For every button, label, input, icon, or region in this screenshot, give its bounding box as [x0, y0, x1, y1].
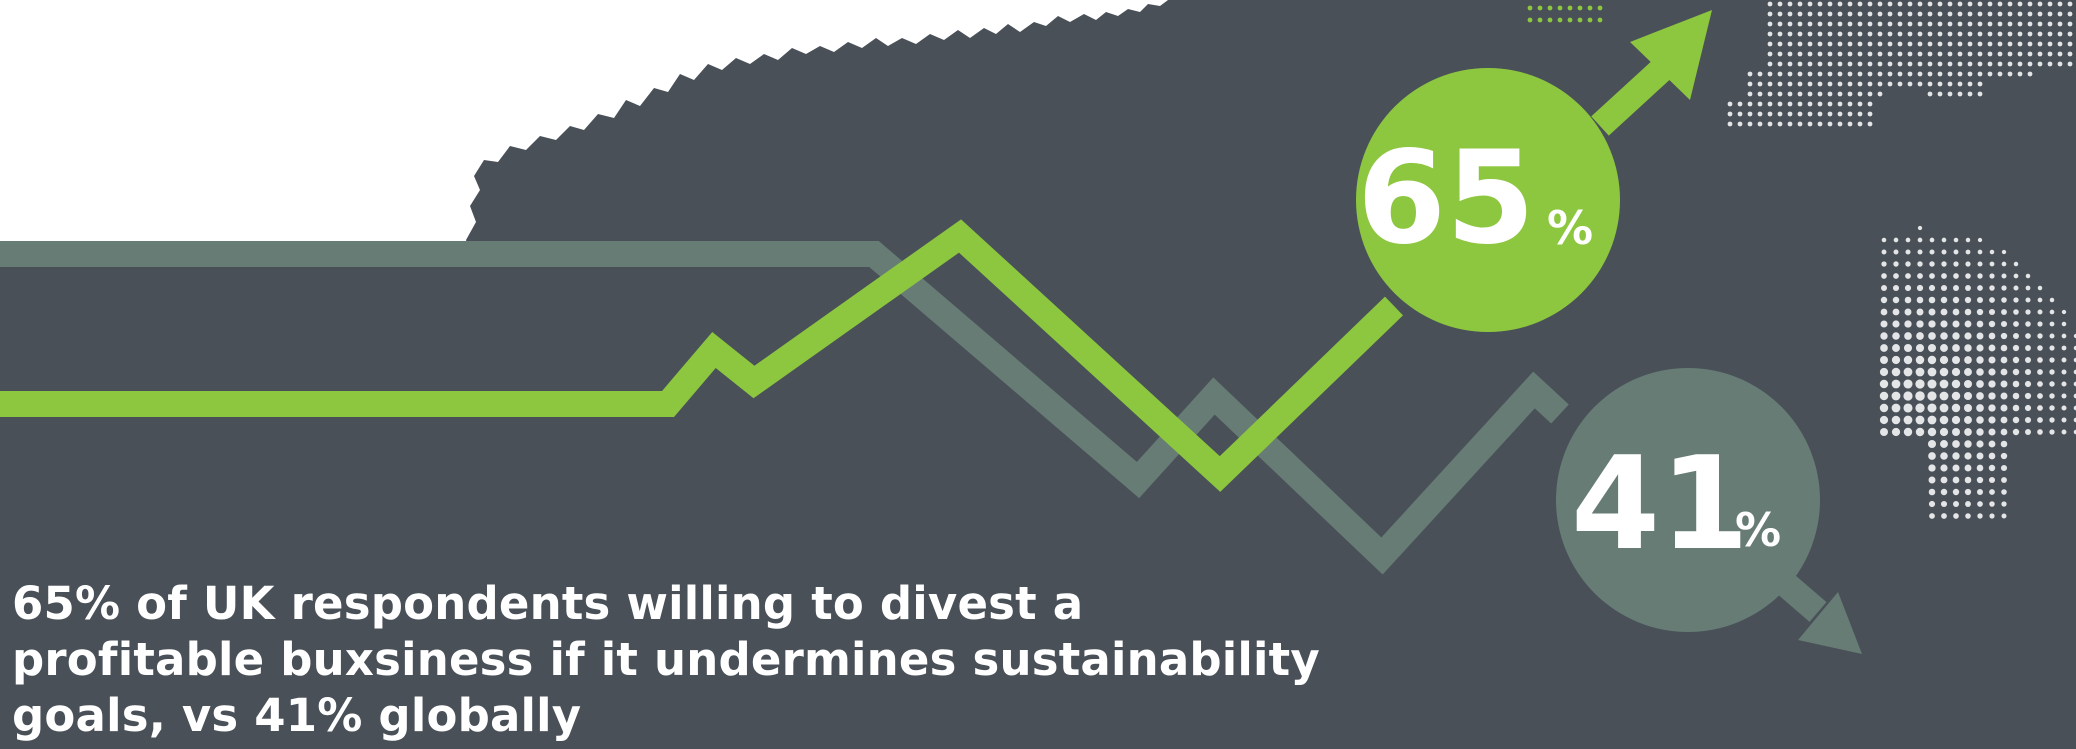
uk-stat-number: 65	[1357, 124, 1535, 273]
global-stat-unit: %	[1735, 503, 1781, 557]
globe-dots-icon	[1879, 225, 2076, 519]
global-stat-number: 41	[1571, 430, 1749, 579]
global-stat-circle	[1556, 368, 1820, 632]
torn-paper-shape	[0, 0, 1168, 254]
uk-stat-unit: %	[1547, 201, 1593, 255]
uk-stat-circle	[1356, 68, 1620, 332]
headline-line-1: 65% of UK respondents willing to divest …	[12, 577, 1084, 630]
headline: 65% of UK respondents willing to divest …	[12, 576, 1412, 744]
headline-line-3: goals, vs 41% globally	[12, 689, 582, 742]
down-arrow-icon	[1798, 592, 1862, 654]
up-arrow-icon	[1630, 10, 1712, 100]
uk-trend-line	[0, 219, 1404, 492]
headline-line-2: profitable buxsiness if it undermines su…	[12, 633, 1320, 686]
world-map-dots-icon	[1527, 1, 2073, 127]
global-trend-line	[0, 241, 1569, 575]
